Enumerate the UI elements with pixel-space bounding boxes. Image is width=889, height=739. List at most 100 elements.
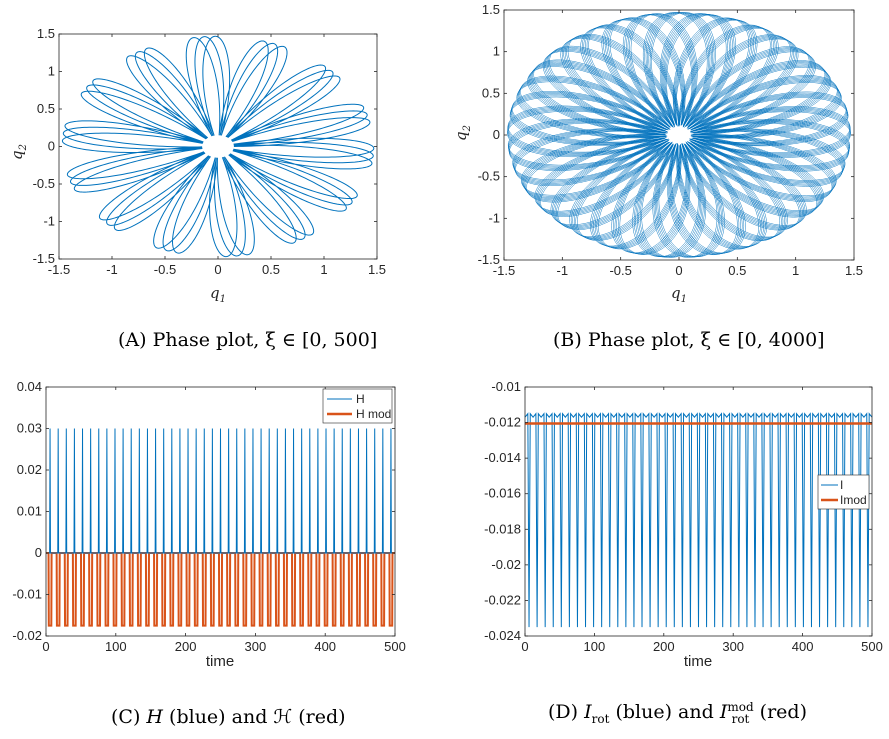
y-tick-label: 0: [35, 545, 42, 560]
x-tick-label: 200: [175, 639, 197, 654]
legend-label-h: H: [356, 392, 365, 406]
y-tick-label: 0.01: [17, 504, 42, 519]
xlabel-d: time: [684, 653, 712, 670]
y-tick-label: -0.016: [484, 486, 521, 501]
caption-c-letter: (C): [111, 706, 141, 728]
caption-a-letter: (A): [118, 329, 147, 351]
x-tick-label: 0.5: [262, 262, 280, 277]
y-tick-label: -1: [488, 210, 500, 225]
caption-d-i1: I: [584, 701, 592, 723]
axes-box-d: [524, 386, 873, 637]
caption-d-i2: I: [719, 701, 728, 723]
xlabel-a: q1: [210, 284, 226, 305]
series-h: [46, 428, 395, 554]
x-tick-label: 100: [584, 639, 606, 654]
x-tick-label: 300: [245, 639, 267, 654]
x-tick-label: 400: [314, 639, 336, 654]
series-i: [524, 412, 873, 628]
x-tick-label: 1: [320, 262, 327, 277]
x-tick-label: -1: [106, 262, 118, 277]
caption-a: (A) Phase plot, ξ ∈ [0, 500]: [118, 329, 377, 351]
ticks-c: 0 100 200 300 400 500 -0.02 -0.01 0 0.01 0.02 0.03 0…: [12, 379, 405, 654]
y-tick-label: 0.04: [17, 379, 42, 394]
x-tick-label: 300: [722, 639, 744, 654]
y-tick-label: -0.02: [12, 628, 42, 643]
caption-d-rot2: rot: [731, 712, 750, 726]
legend-d: I Imod: [817, 474, 870, 510]
ylabel-a: q2: [8, 144, 29, 160]
caption-c-h: H: [146, 706, 163, 728]
y-tick-label: -0.5: [33, 176, 55, 191]
caption-c-mid: (blue) and: [163, 706, 274, 728]
y-tick-label: -1.5: [33, 251, 55, 266]
x-tick-label: 500: [861, 639, 883, 654]
x-tick-label: -0.5: [609, 263, 631, 278]
x-tick-label: -1.5: [48, 262, 70, 277]
legend-label-i: I: [840, 478, 843, 492]
xlabel-c: time: [206, 653, 234, 670]
caption-b: (B) Phase plot, ξ ∈ [0, 4000]: [553, 329, 825, 351]
y-tick-label: -1: [43, 214, 55, 229]
ticks-d: 0 100 200 300 400 500 -0.024 -0.022 -0.02 -0.018 -…: [484, 379, 883, 654]
caption-d-end: (red): [753, 701, 807, 723]
y-tick-label: 0: [493, 127, 500, 142]
y-tick-label: -0.024: [484, 628, 521, 643]
caption-b-letter: (B): [553, 329, 582, 351]
ticks-b: -1.5 -1 -0.5 0 0.5 1 1.5 -1.5 -1 -0.5 0 0.5 1 1.5: [478, 2, 863, 278]
caption-c: (C) H (blue) and ℋ (red): [111, 706, 346, 728]
series-phase-curve-b: [507, 12, 851, 258]
legend-box-c: [322, 388, 393, 424]
y-tick-label: 0.02: [17, 462, 42, 477]
caption-a-text: Phase plot, ξ ∈ [0, 500]: [152, 329, 378, 351]
y-tick-label: -0.5: [478, 169, 500, 184]
y-tick-label: -0.02: [491, 557, 521, 572]
series-phase-curve-a: [61, 35, 375, 258]
legend-c: H H mod: [322, 388, 393, 424]
y-tick-label: 0.5: [37, 101, 55, 116]
x-tick-label: -1.5: [493, 263, 515, 278]
x-tick-label: -0.5: [154, 262, 176, 277]
y-tick-label: -0.022: [484, 592, 521, 607]
x-tick-label: 0.5: [728, 263, 746, 278]
panel-c-energy-plot: 0 100 200 300 400 500 -0.02 -0.01 0 0.01 0.02 0.03 0…: [12, 379, 405, 670]
caption-d-letter: (D): [548, 701, 579, 723]
y-tick-label: -0.018: [484, 521, 521, 536]
x-tick-label: 0: [214, 262, 221, 277]
x-tick-label: 200: [653, 639, 675, 654]
ticks-a: -1.5 -1 -0.5 0 0.5 1 1.5 -1.5 -1 -0.5 0 0.5 1 1.5: [33, 26, 386, 277]
x-tick-label: 100: [105, 639, 127, 654]
panel-d-invariant-plot: 0 100 200 300 400 500 -0.024 -0.022 -0.02 -0.018 -…: [484, 379, 883, 670]
x-tick-label: -1: [557, 263, 569, 278]
x-tick-label: 1: [792, 263, 799, 278]
legend-label-h-mod: H mod: [356, 407, 391, 421]
x-tick-label: 500: [384, 639, 406, 654]
panel-a-phase-plot: -1.5 -1 -0.5 0 0.5 1 1.5-1.5-1-0.500.511.5 q1 …: [8, 26, 386, 305]
y-tick-label: 1: [48, 64, 55, 79]
ylabel-b: q2: [452, 125, 473, 141]
caption-d-rot1: rot: [591, 711, 610, 726]
panel-b-phase-plot: -1.5 -1 -0.5 0 0.5 1 1.5-1.5-1-0.500.511.5 q1 …: [452, 2, 863, 305]
central-void-b: [667, 127, 691, 143]
caption-d-mid: (blue) and: [609, 701, 720, 723]
legend-label-imod: Imod: [840, 493, 867, 507]
y-tick-label: 0.5: [482, 85, 500, 100]
caption-c-end: (red): [292, 706, 346, 728]
x-tick-label: 0: [42, 639, 49, 654]
xlabel-b: q1: [671, 284, 687, 305]
legend-box-d: [817, 474, 870, 510]
caption-c-hcal: ℋ: [273, 706, 293, 728]
y-tick-label: -0.012: [484, 415, 521, 430]
y-tick-label: 1.5: [37, 26, 55, 41]
x-tick-label: 1.5: [368, 262, 386, 277]
x-tick-label: 0: [675, 263, 682, 278]
y-tick-label: 0: [48, 139, 55, 154]
y-tick-label: 1.5: [482, 2, 500, 17]
y-tick-label: 1: [493, 44, 500, 59]
x-tick-label: 0: [521, 639, 528, 654]
y-tick-label: -0.01: [491, 379, 521, 394]
x-tick-label: 1.5: [845, 263, 863, 278]
x-tick-label: 400: [792, 639, 814, 654]
y-tick-label: -1.5: [478, 252, 500, 267]
